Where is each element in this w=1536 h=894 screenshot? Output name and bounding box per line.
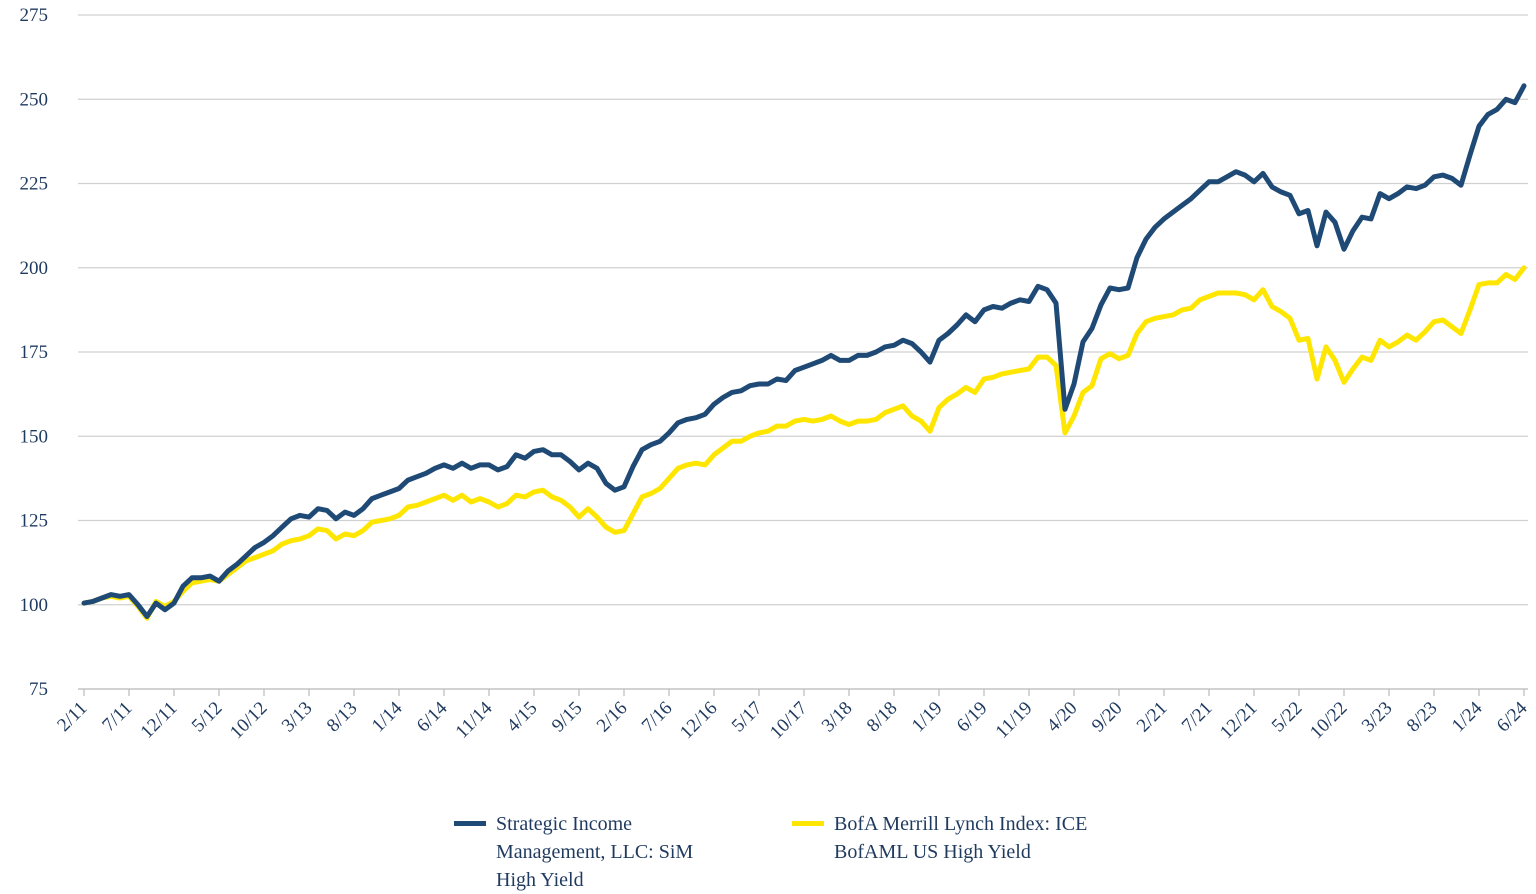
x-tick-label: 9/15	[548, 698, 587, 737]
y-tick-label: 250	[20, 89, 49, 110]
x-tick-label: 2/16	[593, 698, 632, 737]
x-tick-label: 12/11	[137, 698, 182, 743]
x-tick-label: 3/13	[278, 698, 317, 737]
x-tick-label: 7/11	[98, 698, 136, 736]
series-line	[81, 265, 1527, 621]
legend-label: BofA Merrill Lynch Index: ICE BofAML US …	[834, 813, 1088, 863]
x-tick-label: 8/23	[1403, 698, 1442, 737]
x-tick-label: 2/21	[1133, 698, 1172, 737]
y-tick-label: 75	[29, 679, 48, 700]
x-tick-label: 9/20	[1088, 698, 1127, 737]
x-tick-label: 8/13	[323, 698, 362, 737]
x-tick-label: 12/21	[1216, 698, 1261, 743]
x-tick-label: 6/19	[953, 698, 992, 737]
x-tick-label: 3/23	[1358, 698, 1397, 737]
x-tick-label: 5/17	[728, 698, 767, 737]
legend-swatch	[454, 821, 486, 826]
y-tick-label: 200	[20, 258, 49, 279]
y-tick-label: 100	[20, 595, 49, 616]
x-tick-label: 1/19	[908, 698, 947, 737]
y-tick-label: 175	[20, 342, 49, 363]
x-tick-label: 12/16	[676, 698, 721, 743]
x-tick-label: 1/14	[368, 697, 407, 736]
x-tick-label: 5/12	[188, 698, 227, 737]
x-tick-label: 4/20	[1043, 698, 1082, 737]
y-tick-label: 225	[20, 174, 49, 195]
x-tick-label: 8/18	[863, 698, 902, 737]
x-tick-label: 6/24	[1493, 697, 1532, 736]
y-tick-label: 125	[20, 511, 49, 532]
series-line	[81, 83, 1527, 619]
x-tick-label: 2/11	[53, 698, 91, 736]
x-tick-label: 11/14	[452, 697, 497, 742]
x-tick-label: 7/21	[1178, 698, 1217, 737]
x-tick-label: 6/14	[413, 697, 452, 736]
x-tick-label: 7/16	[638, 698, 677, 737]
x-tick-label: 10/12	[226, 698, 271, 743]
y-tick-label: 275	[20, 5, 49, 26]
x-tick-label: 5/22	[1268, 698, 1307, 737]
x-tick-label: 11/19	[992, 698, 1037, 743]
x-tick-label: 4/15	[503, 698, 542, 737]
x-tick-label: 3/18	[818, 698, 857, 737]
legend-swatch	[792, 821, 824, 826]
x-tick-label: 1/24	[1448, 697, 1487, 736]
x-tick-label: 10/22	[1306, 698, 1351, 743]
legend-label: Strategic Income Management, LLC: SiM Hi…	[496, 813, 694, 891]
legend-item: BofA Merrill Lynch Index: ICE BofAML US …	[792, 810, 1112, 866]
x-tick-label: 10/17	[766, 698, 811, 743]
y-tick-label: 150	[20, 426, 49, 447]
legend-item: Strategic Income Management, LLC: SiM Hi…	[454, 810, 744, 894]
